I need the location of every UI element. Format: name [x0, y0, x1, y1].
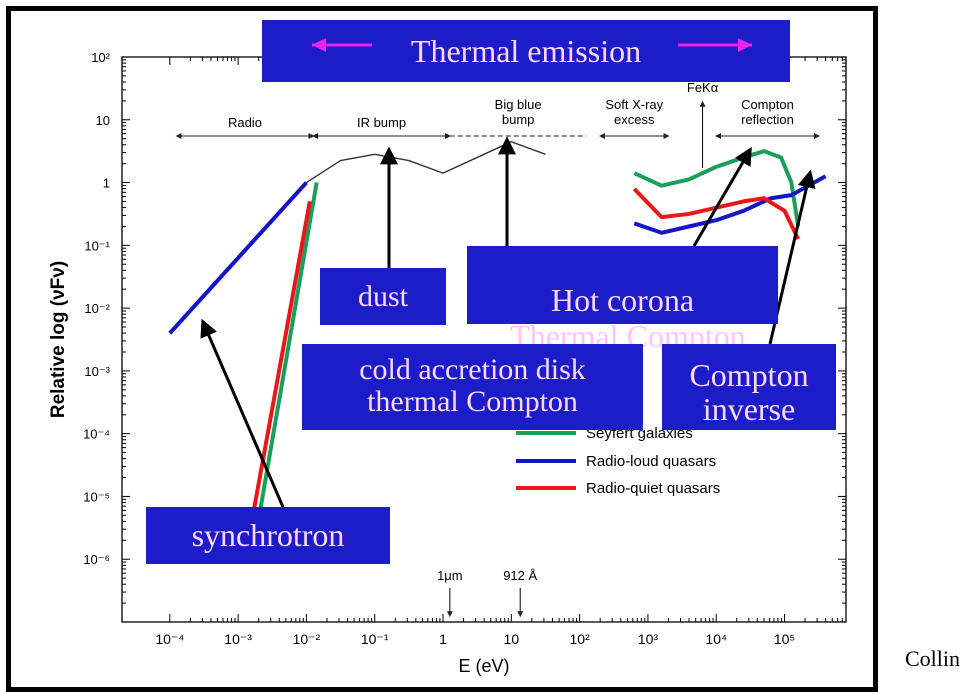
x-tick-label: 10⁻⁴: [155, 631, 184, 647]
series-line-1-1: [633, 174, 827, 235]
x-tick-label: 10⁴: [705, 631, 727, 647]
band-label-bbb-2: bump: [502, 112, 535, 127]
thermal-emission-label: Thermal emission: [410, 33, 642, 69]
band-label-bbb-1: Big blue: [495, 97, 542, 112]
annotation-hot-corona-text: Hot corona: [550, 282, 695, 318]
band-label-feka: FeKα: [687, 80, 719, 95]
y-tick-label: 10: [96, 113, 110, 128]
annotation-cold-line1: cold accretion disk: [359, 353, 586, 386]
annotation-compton-inverse: Compton inverse: [662, 344, 836, 430]
y-tick-label: 10⁻⁶: [83, 552, 110, 567]
annotation-cold-accretion: cold accretion disk thermal Compton: [302, 344, 643, 430]
annotation-compton-line1: Compton: [689, 357, 809, 393]
series-line-2-1: [632, 187, 800, 240]
y-tick-label: 10⁻¹: [84, 238, 110, 253]
x-tick-label: 10⁵: [774, 631, 795, 647]
series-line-0-0: [249, 182, 319, 560]
x-tick-label: 10²: [570, 631, 591, 647]
band-label-softx-1: Soft X-ray: [605, 97, 663, 112]
marker-1um: 1μm: [437, 568, 463, 583]
series-line-3-0: [306, 141, 546, 184]
y-tick-label: 10²: [91, 50, 110, 65]
x-tick-label: 1: [439, 631, 447, 647]
x-tick-label: 10³: [638, 631, 659, 647]
annotation-dust-text: dust: [357, 280, 408, 313]
annotation-compton-line2: inverse: [702, 391, 796, 427]
x-tick-label: 10: [504, 631, 520, 647]
x-axis-label: E (eV): [458, 656, 509, 676]
series-line-2-0: [242, 201, 312, 560]
y-tick-label: 10⁻²: [84, 301, 110, 316]
x-tick-label: 10⁻²: [293, 631, 321, 647]
annotation-synchrotron-text: synchrotron: [191, 517, 345, 553]
credit-text: Collin: [905, 646, 961, 671]
thermal-emission-banner: Thermal emission: [262, 20, 790, 82]
y-axis-label: Relative log (νFν): [48, 261, 69, 418]
band-label-ir: IR bump: [357, 115, 406, 130]
marker-912A: 912 Å: [503, 568, 537, 583]
legend-label: Radio-loud quasars: [586, 453, 716, 470]
annotation-synchrotron: synchrotron: [146, 507, 390, 564]
band-label-compton-2: reflection: [741, 112, 794, 127]
arrow-thermal-compton: [692, 146, 752, 247]
y-tick-label: 10⁻³: [84, 364, 110, 379]
legend-label: Radio-quiet quasars: [586, 480, 720, 497]
arrow-synchrotron: [200, 318, 285, 508]
x-tick-label: 10⁻¹: [361, 631, 389, 647]
annotation-hot-corona: Hot corona: [467, 246, 778, 324]
band-label-softx-2: excess: [614, 112, 655, 127]
x-tick-label: 10⁻³: [224, 631, 252, 647]
y-tick-label: 1: [103, 176, 110, 191]
band-label-radio: Radio: [228, 115, 262, 130]
band-label-compton-1: Compton: [741, 97, 794, 112]
y-tick-label: 10⁻⁵: [83, 489, 110, 504]
y-tick-label: 10⁻⁴: [83, 427, 110, 442]
series-line-1-0: [168, 181, 308, 335]
annotation-dust: dust: [320, 268, 446, 325]
annotation-cold-line2: thermal Compton: [367, 385, 578, 418]
